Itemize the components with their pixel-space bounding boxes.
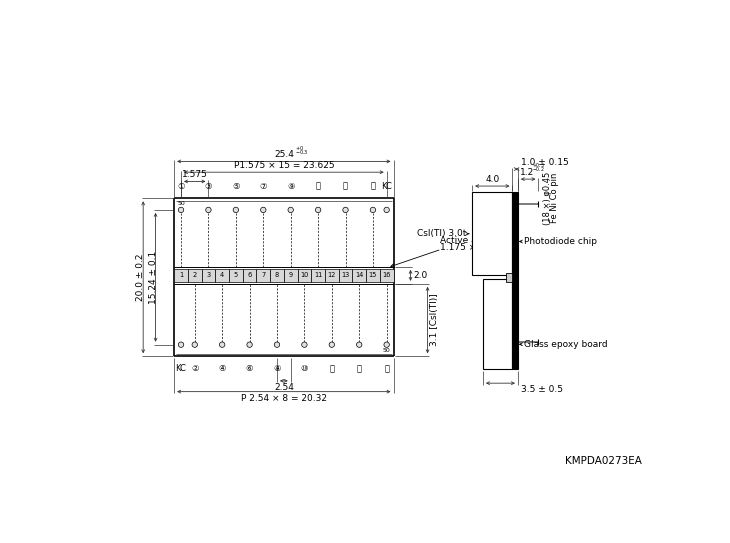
Text: 15.24 ± 0.1: 15.24 ± 0.1 [149,251,158,304]
Bar [188,269,201,281]
Bar [353,269,366,281]
Bar [284,269,298,281]
Circle shape [192,342,197,348]
Text: 13: 13 [342,273,350,279]
Circle shape [370,207,376,213]
Text: 6: 6 [247,273,252,279]
Text: ⑮: ⑮ [370,182,375,191]
Text: Photodiode chip: Photodiode chip [524,237,597,246]
Bar [229,269,242,281]
Text: ⑬: ⑬ [343,182,348,191]
Text: (18 ×) φ0.45: (18 ×) φ0.45 [543,172,552,225]
Text: ①: ① [177,182,185,191]
Text: 50: 50 [177,201,185,206]
Circle shape [343,207,348,213]
Text: 11: 11 [314,273,322,279]
Circle shape [384,342,389,348]
Circle shape [288,207,293,213]
Bar [483,279,512,369]
Circle shape [315,207,320,213]
Text: 50: 50 [383,348,391,353]
Text: CsI(Tl) 3.0t: CsI(Tl) 3.0t [417,229,466,238]
Text: 9: 9 [288,273,293,279]
Bar [298,269,311,281]
Text: 4.0: 4.0 [485,175,499,184]
Text: KC: KC [381,182,392,191]
Text: 5: 5 [234,273,238,279]
Text: Active area: Active area [440,236,491,245]
Circle shape [247,342,253,348]
Text: 7: 7 [261,273,266,279]
Text: ②: ② [191,364,199,373]
Bar [512,192,518,369]
Bar [339,269,353,281]
Text: 10: 10 [300,273,309,279]
Circle shape [178,207,184,213]
Text: 1.575: 1.575 [182,170,207,179]
Bar [380,269,393,281]
Text: ⑯: ⑯ [384,364,389,373]
Text: ⑤: ⑤ [232,182,239,191]
Circle shape [178,342,184,348]
Text: 3: 3 [207,273,210,279]
Circle shape [206,207,211,213]
Bar [507,273,512,282]
Bar [201,269,215,281]
Text: 8: 8 [275,273,279,279]
Text: 2.54: 2.54 [274,383,293,392]
Text: ⑫: ⑫ [329,364,334,373]
Bar [325,269,339,281]
Text: 14: 14 [355,273,364,279]
Circle shape [384,207,389,213]
Text: $^{+0}_{-0.3}$: $^{+0}_{-0.3}$ [295,144,308,157]
Text: ⑥: ⑥ [246,364,253,373]
Circle shape [301,342,307,348]
Text: ⑭: ⑭ [357,364,362,373]
Circle shape [220,342,225,348]
Text: 2.0: 2.0 [413,271,427,280]
Text: ⑩: ⑩ [301,364,308,373]
Text: ⑧: ⑧ [273,364,281,373]
Text: KC: KC [176,364,186,373]
Text: 3.1 [CsI(Tl)]: 3.1 [CsI(Tl)] [430,294,439,346]
Circle shape [356,342,362,348]
Text: 12: 12 [328,273,336,279]
Text: 20.0 ± 0.2: 20.0 ± 0.2 [137,254,145,301]
Text: 2: 2 [193,273,197,279]
Circle shape [274,342,280,348]
Text: Fe Ni Co pin: Fe Ni Co pin [550,173,559,223]
Text: KMPDA0273EA: KMPDA0273EA [564,456,642,466]
Text: 1.2: 1.2 [520,168,534,177]
Bar [366,269,380,281]
Text: ④: ④ [218,364,226,373]
Circle shape [233,207,239,213]
Text: 1: 1 [179,273,183,279]
Text: 15: 15 [369,273,377,279]
Text: P 2.54 × 8 = 20.32: P 2.54 × 8 = 20.32 [241,394,327,403]
Bar [242,269,256,281]
Text: 3.5 ± 0.5: 3.5 ± 0.5 [521,386,563,394]
Text: Glass epoxy board: Glass epoxy board [524,340,607,349]
Circle shape [329,342,334,348]
Bar [472,192,512,275]
Text: ⑦: ⑦ [260,182,267,191]
Bar [215,269,229,281]
Bar [174,269,188,281]
Text: P1.575 × 15 = 23.625: P1.575 × 15 = 23.625 [234,161,334,170]
Bar [256,269,270,281]
Text: ⑪: ⑪ [315,182,320,191]
Text: 1.175 × 2.0: 1.175 × 2.0 [440,243,493,252]
Text: 16: 16 [383,273,391,279]
Text: 4: 4 [220,273,224,279]
Text: ⑨: ⑨ [287,182,294,191]
Circle shape [261,207,266,213]
Bar [311,269,325,281]
Text: $^{+0.3}_{-0.2}$: $^{+0.3}_{-0.2}$ [532,162,545,175]
Bar [270,269,284,281]
Text: ③: ③ [204,182,212,191]
Text: 25.4: 25.4 [274,150,293,159]
Text: 1.0 ± 0.15: 1.0 ± 0.15 [521,158,569,167]
